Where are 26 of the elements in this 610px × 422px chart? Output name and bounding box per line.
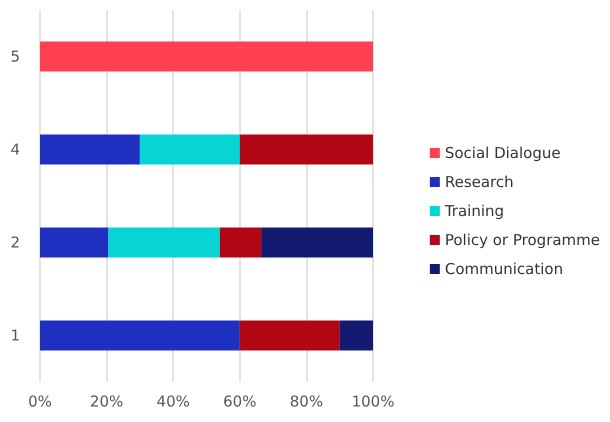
bar <box>240 134 373 164</box>
y-tick-label: 1 <box>10 326 20 344</box>
y-tick-label: 2 <box>10 234 20 252</box>
legend-label: Policy or Programme <box>444 231 600 249</box>
legend-label: Training <box>444 202 504 220</box>
x-tick-label: 0% <box>28 392 52 410</box>
bar <box>40 42 373 72</box>
bar <box>220 228 262 258</box>
bar <box>108 228 220 258</box>
bar <box>40 228 108 258</box>
bar <box>40 134 140 164</box>
x-tick-label: 20% <box>90 392 124 410</box>
y-tick-label: 5 <box>10 48 20 66</box>
legend-label: Social Dialogue <box>444 144 561 162</box>
bar <box>261 228 373 258</box>
legend-label: Research <box>444 173 514 191</box>
x-tick-label: 100% <box>352 392 394 410</box>
x-tick-label: 80% <box>290 392 324 410</box>
bar <box>340 320 373 350</box>
x-tick-label: 40% <box>156 392 190 410</box>
bar <box>140 134 240 164</box>
legend-label: Communication <box>444 260 564 278</box>
bar <box>240 320 340 350</box>
x-tick-label: 60% <box>223 392 256 410</box>
bar <box>40 320 240 350</box>
y-tick-label: 4 <box>10 140 20 158</box>
